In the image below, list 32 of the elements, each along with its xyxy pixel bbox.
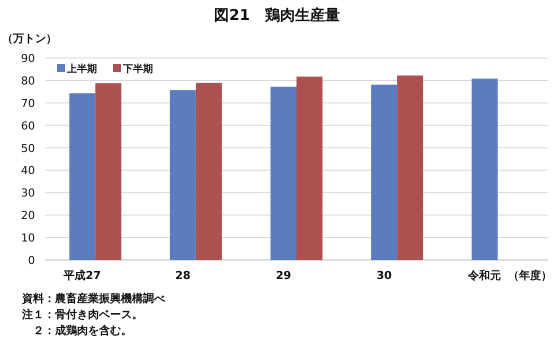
bar — [296, 76, 322, 260]
ytick: 80 — [21, 74, 35, 88]
ytick: 90 — [21, 52, 35, 65]
xlabel: （年度） — [508, 269, 552, 282]
ytick: 10 — [21, 232, 35, 245]
ylabel: （万トン） — [2, 32, 57, 45]
bar — [397, 76, 424, 260]
bar — [170, 90, 196, 260]
ytick: 50 — [21, 142, 35, 155]
bar — [69, 93, 96, 260]
bar — [196, 82, 222, 260]
annotation: ２：成鶏肉を含む。 — [33, 324, 132, 337]
bar — [95, 83, 122, 260]
ytick: 30 — [21, 186, 35, 200]
xtick: 30 — [376, 269, 392, 282]
ytick: 60 — [21, 119, 35, 132]
ytick: 40 — [21, 164, 35, 178]
annotation: 資料：農畜産業振興機構調べ — [22, 292, 165, 305]
ytick: 70 — [21, 96, 35, 110]
xtick: 29 — [276, 269, 292, 282]
legend: 下半期 — [123, 64, 153, 75]
bar — [371, 84, 398, 260]
xtick: 平成27 — [64, 269, 101, 282]
ytick: 20 — [21, 209, 35, 222]
annotation: 注１：骨付き肉ベース。 — [22, 308, 143, 321]
bar — [472, 78, 498, 260]
xtick: 令和元 — [468, 269, 502, 282]
bar — [270, 86, 296, 260]
title: 図21 鶏肉生産量 — [214, 6, 340, 24]
xtick: 28 — [175, 269, 191, 282]
legend: 上半期 — [67, 64, 97, 75]
ytick: 0 — [28, 254, 35, 267]
